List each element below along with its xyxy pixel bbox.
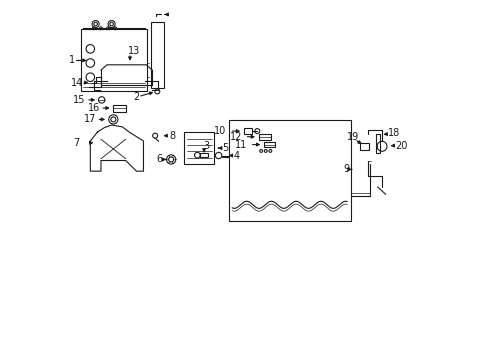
Text: 8: 8 bbox=[169, 131, 175, 141]
Text: 9: 9 bbox=[342, 165, 348, 174]
Text: 3: 3 bbox=[203, 141, 209, 151]
Bar bbox=[184, 132, 214, 164]
Bar bbox=[258, 134, 271, 140]
Text: 19: 19 bbox=[346, 132, 358, 143]
Text: 11: 11 bbox=[234, 140, 246, 149]
Bar bbox=[200, 153, 207, 157]
Text: 20: 20 bbox=[394, 141, 407, 151]
Text: 16: 16 bbox=[88, 103, 100, 113]
Bar bbox=[359, 144, 368, 150]
Bar bbox=[375, 134, 379, 153]
Bar bbox=[113, 104, 126, 112]
Text: 15: 15 bbox=[72, 95, 85, 105]
Bar bbox=[150, 22, 163, 88]
Text: 1: 1 bbox=[69, 55, 75, 66]
Text: 14: 14 bbox=[71, 77, 83, 87]
Text: 6: 6 bbox=[156, 154, 162, 165]
Text: 7: 7 bbox=[74, 138, 80, 148]
Text: 13: 13 bbox=[127, 46, 140, 56]
Text: 2: 2 bbox=[133, 92, 139, 102]
Bar bbox=[81, 30, 147, 91]
Text: 5: 5 bbox=[222, 143, 228, 153]
Text: 18: 18 bbox=[387, 128, 400, 138]
Bar bbox=[264, 142, 274, 147]
Text: 17: 17 bbox=[84, 114, 97, 125]
Bar bbox=[228, 120, 350, 221]
Text: 4: 4 bbox=[233, 150, 240, 161]
Text: 12: 12 bbox=[229, 132, 242, 142]
Text: 10: 10 bbox=[213, 126, 225, 136]
Bar bbox=[244, 128, 252, 134]
